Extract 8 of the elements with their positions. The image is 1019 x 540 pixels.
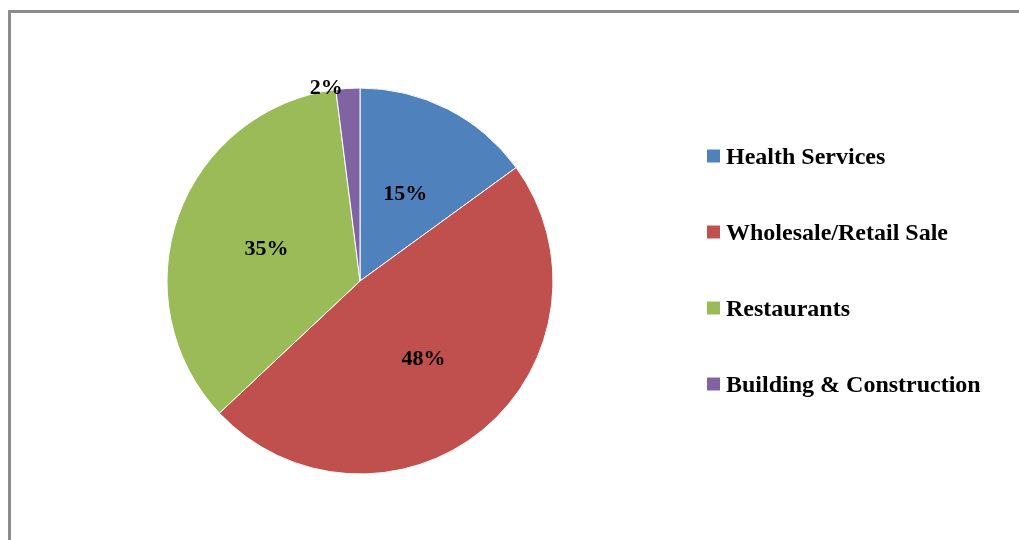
data-label: 35% [244, 234, 289, 260]
legend-label: Restaurants [726, 295, 850, 321]
legend-label: Wholesale/Retail Sale [726, 219, 949, 245]
data-label: 15% [383, 179, 428, 205]
legend-label: Health Services [726, 143, 886, 169]
legend-label: Building & Construction [726, 371, 981, 397]
data-label: 2% [309, 73, 343, 99]
data-label: 48% [401, 345, 446, 371]
